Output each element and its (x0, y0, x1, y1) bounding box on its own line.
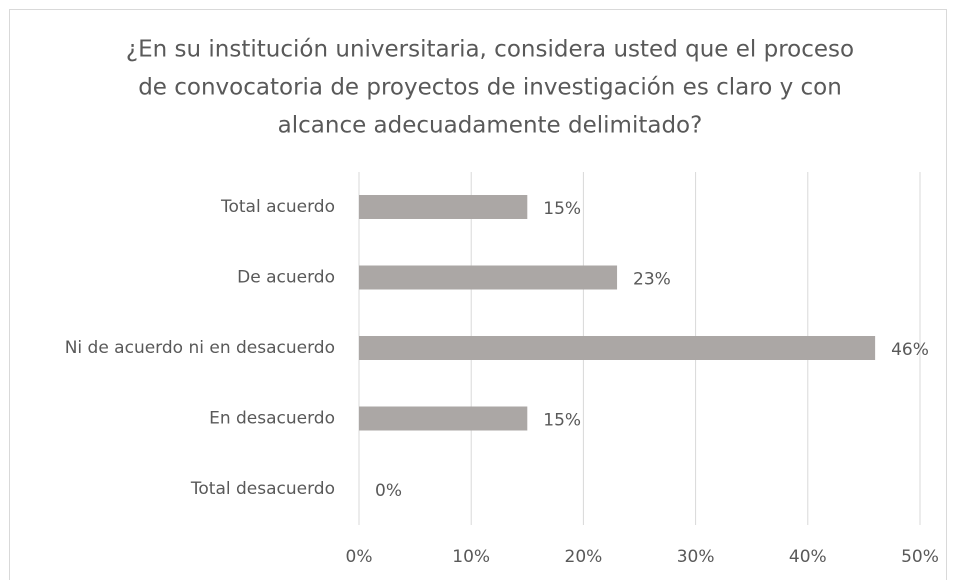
chart-title: alcance adecuadamente delimitado? (278, 113, 703, 139)
x-tick-label: 40% (789, 547, 827, 567)
bar (359, 195, 528, 219)
value-label: 15% (543, 199, 581, 219)
y-tick-label: De acuerdo (237, 268, 335, 288)
bar (359, 265, 618, 290)
value-label: 46% (891, 340, 929, 360)
value-label: 0% (375, 481, 402, 501)
bar (359, 406, 528, 431)
x-tick-label: 50% (901, 547, 939, 567)
y-tick-label: Ni de acuerdo ni en desacuerdo (65, 338, 335, 358)
chart-title: de convocatoria de proyectos de investig… (138, 75, 842, 101)
bar (359, 336, 876, 360)
x-tick-label: 0% (346, 547, 373, 567)
y-tick-label: Total acuerdo (220, 197, 335, 217)
value-label: 15% (543, 411, 581, 431)
y-tick-label: Total desacuerdo (190, 479, 335, 499)
x-tick-label: 20% (565, 547, 603, 567)
x-tick-label: 30% (677, 547, 715, 567)
chart-border (9, 9, 947, 580)
x-tick-label: 10% (452, 547, 490, 567)
y-tick-label: En desacuerdo (209, 409, 335, 429)
value-label: 23% (633, 270, 671, 290)
chart-title: ¿En su institución universitaria, consid… (126, 37, 854, 63)
